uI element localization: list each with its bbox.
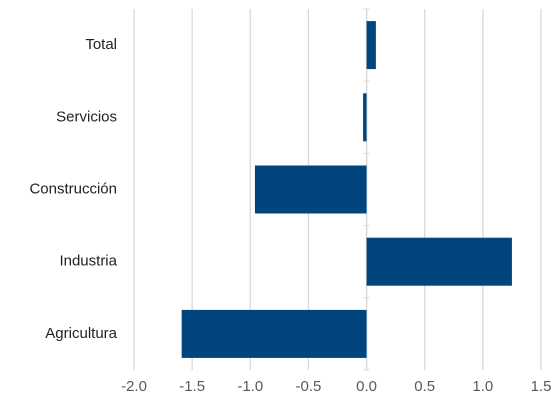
y-tick-label: Servicios <box>56 108 117 125</box>
y-tick-label: Industria <box>59 253 117 270</box>
x-tick-label: 0.0 <box>356 378 377 395</box>
x-tick-label: 0.5 <box>414 378 435 395</box>
x-tick-label: -1.0 <box>237 378 263 395</box>
y-tick-label: Agricultura <box>45 325 117 342</box>
x-tick-label: 1.0 <box>472 378 493 395</box>
bar <box>366 21 376 70</box>
bar <box>181 309 367 358</box>
x-tick-label: -2.0 <box>121 378 147 395</box>
bar <box>254 165 367 214</box>
bar <box>363 93 367 142</box>
y-tick-label: Construcción <box>29 180 117 197</box>
y-tick-label: Total <box>85 36 117 53</box>
x-tick-label: 1.5 <box>531 378 552 395</box>
bar <box>366 237 512 286</box>
x-tick-label: -0.5 <box>295 378 321 395</box>
x-tick-label: -1.5 <box>179 378 205 395</box>
